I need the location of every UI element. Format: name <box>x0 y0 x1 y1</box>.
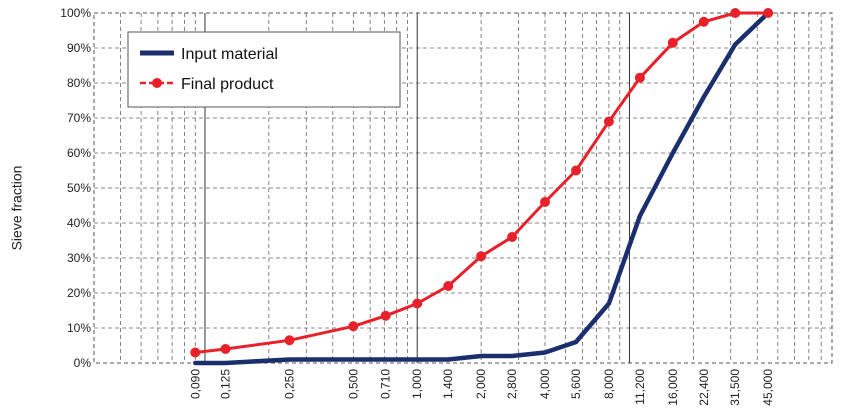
y-tick-labels: 0% 10% 20% 30% 40% 50% 60% 70% 80% 90% 100% <box>60 6 91 370</box>
data-point-final-product <box>348 321 359 332</box>
series-layer <box>190 8 774 366</box>
x-tick-label: 8,000 <box>602 369 616 399</box>
data-point-final-product <box>284 335 295 346</box>
y-tick-label: 10% <box>67 321 91 335</box>
y-axis-label: Sieve fraction <box>9 166 25 251</box>
x-tick-labels: 0,090 0,125 0,250 0,500 0,710 1,000 1,400 2,000… <box>188 369 775 406</box>
y-tick-label: 70% <box>67 111 91 125</box>
x-tick-label: 0,710 <box>379 369 393 399</box>
y-tick-label: 50% <box>67 181 91 195</box>
y-tick-label: 60% <box>67 146 91 160</box>
data-point-final-product <box>380 310 391 321</box>
y-tick-label: 80% <box>67 76 91 90</box>
series-line-input-material <box>193 10 771 366</box>
x-tick-label: 1,000 <box>410 369 424 399</box>
x-tick-label: 1,400 <box>441 369 455 399</box>
data-point-final-product <box>571 165 582 176</box>
y-tick-label: 40% <box>67 216 91 230</box>
x-tick-label: 5,600 <box>569 369 583 399</box>
x-tick-label: 45,000 <box>761 369 775 406</box>
data-point-final-product <box>763 8 774 18</box>
x-tick-label: 22,400 <box>697 369 711 406</box>
x-tick-label: 0,250 <box>282 369 296 399</box>
data-point-final-product <box>476 251 487 262</box>
y-tick-label: 0% <box>74 356 92 370</box>
x-tick-label: 4,000 <box>538 369 552 399</box>
x-tick-label: 2,800 <box>505 369 519 399</box>
x-tick-label: 16,000 <box>666 369 680 406</box>
legend-marker-final-product <box>152 78 162 88</box>
data-point-final-product <box>603 116 614 127</box>
x-tick-label: 11,200 <box>633 369 647 405</box>
data-point-final-product <box>507 232 518 242</box>
legend: Input material Final product <box>127 31 401 108</box>
y-tick-label: 100% <box>60 6 91 20</box>
data-point-final-product <box>730 8 741 18</box>
data-point-final-product <box>667 37 678 48</box>
data-point-final-product <box>220 344 231 354</box>
data-point-final-product <box>540 197 551 207</box>
legend-label-final-product: Final product <box>181 76 274 93</box>
x-tick-label: 0,090 <box>188 369 202 399</box>
data-point-final-product <box>412 298 423 309</box>
data-point-final-product <box>190 347 201 358</box>
x-tick-label: 2,000 <box>474 369 488 399</box>
x-tick-label: 0,500 <box>346 369 360 399</box>
y-tick-label: 20% <box>67 286 91 300</box>
data-point-final-product <box>634 72 645 83</box>
legend-label-input-material: Input material <box>181 46 278 63</box>
y-tick-label: 30% <box>67 251 91 265</box>
x-tick-label: 31,500 <box>728 369 742 406</box>
data-point-final-product <box>443 281 454 291</box>
data-point-final-product <box>698 16 709 27</box>
x-tick-label: 0,125 <box>219 369 233 399</box>
y-tick-label: 90% <box>67 41 91 55</box>
legend-box <box>127 31 401 108</box>
